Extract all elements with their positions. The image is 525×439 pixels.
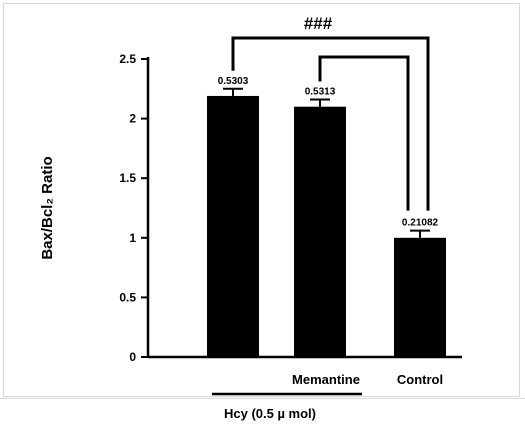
significance-bracket bbox=[318, 55, 410, 211]
data-label: 0.21082 bbox=[402, 218, 439, 229]
x-tick-label: Memantine bbox=[292, 372, 360, 387]
y-axis-label: Bax/Bcl₂ Ratio bbox=[39, 156, 56, 259]
y-tick-label: 2.5 bbox=[119, 52, 136, 66]
group-label: Hcy (0.5 µ mol) bbox=[224, 406, 316, 421]
y-tick-label: 0 bbox=[129, 350, 136, 364]
figure-frame bbox=[3, 3, 520, 397]
significance-bracket bbox=[231, 36, 430, 211]
y-tick-label: 1.5 bbox=[119, 171, 136, 185]
data-label: 0.5303 bbox=[218, 76, 249, 87]
y-tick-label: 0.5 bbox=[119, 290, 136, 304]
y-tick-label: 2 bbox=[129, 112, 136, 126]
bar bbox=[207, 95, 259, 358]
figure-bottom-strip bbox=[0, 398, 525, 439]
data-label: 0.5313 bbox=[305, 87, 336, 98]
significance-label: ### bbox=[304, 14, 333, 33]
x-tick-label: Control bbox=[397, 372, 443, 387]
bar bbox=[394, 237, 446, 357]
y-tick-label: 1 bbox=[129, 231, 136, 245]
bar bbox=[294, 106, 346, 358]
